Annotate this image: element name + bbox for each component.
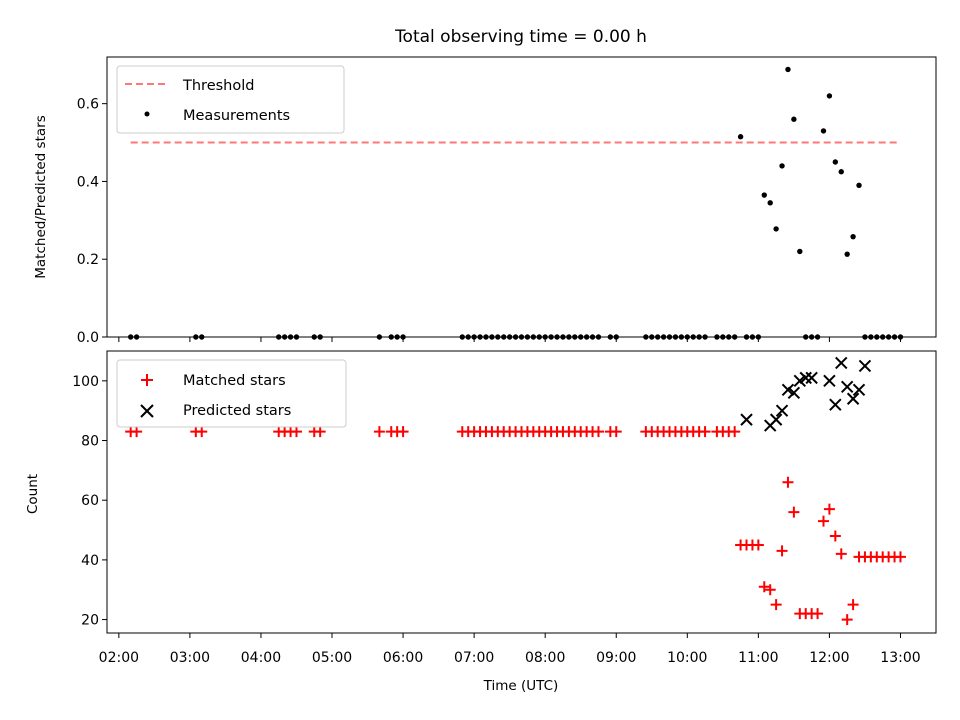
x-tick-label: 02:00 xyxy=(99,650,139,666)
matched-star-marker xyxy=(835,548,847,560)
measurement-point xyxy=(820,128,827,134)
x-tick-label: 08:00 xyxy=(525,650,565,666)
x-tick-label: 11:00 xyxy=(738,650,778,666)
predicted-star-marker xyxy=(840,380,854,394)
legend-predicted-swatch xyxy=(140,404,154,418)
y-tick-label-bottom: 40 xyxy=(81,553,99,569)
legend-bottom: Matched stars Predicted stars xyxy=(116,359,347,428)
matched-star-marker xyxy=(782,476,794,488)
legend-top: Threshold Measurements xyxy=(116,65,345,134)
matched-star-marker xyxy=(397,426,409,438)
measurement-point xyxy=(773,226,779,232)
matched-star-marker xyxy=(131,426,143,438)
y-tick-label-top: 0.2 xyxy=(77,252,99,268)
measurement-point xyxy=(856,182,862,189)
y-tick-label-top: 0.6 xyxy=(77,97,99,113)
x-tick-label: 04:00 xyxy=(241,650,281,666)
legend-measurements-swatch xyxy=(144,111,150,117)
x-tick-label: 06:00 xyxy=(383,650,423,666)
predicted-star-marker xyxy=(775,404,789,417)
matched-star-marker xyxy=(847,599,859,611)
x-tick-label: 03:00 xyxy=(170,650,210,666)
matched-star-marker xyxy=(829,530,841,542)
matched-star-marker xyxy=(592,426,604,438)
predicted-star-marker xyxy=(823,374,836,388)
x-tick-label: 07:00 xyxy=(454,650,494,666)
measurement-point xyxy=(767,200,773,206)
matched-star-marker xyxy=(758,581,770,593)
predicted-star-marker xyxy=(787,386,801,399)
measurement-point xyxy=(797,248,803,255)
axes-frame-bottom xyxy=(106,350,937,634)
matched-star-marker xyxy=(776,545,788,557)
predicted-star-marker xyxy=(846,392,860,405)
axes-frame-top xyxy=(106,56,937,338)
measurement-point xyxy=(737,134,744,140)
y-tick-label-top: 0.4 xyxy=(77,174,99,190)
matched-star-marker xyxy=(894,551,906,563)
measurement-point xyxy=(791,116,797,122)
y-tick-label-bottom: 20 xyxy=(81,613,99,629)
matched-star-marker xyxy=(764,584,776,596)
matched-star-marker xyxy=(699,426,711,438)
predicted-star-marker xyxy=(829,398,842,411)
chart-title: Total observing time = 0.00 h xyxy=(394,27,647,47)
predicted-star-marker xyxy=(852,383,866,397)
measurement-point xyxy=(779,163,785,169)
matched-star-marker xyxy=(314,426,326,438)
predicted-star-marker xyxy=(835,356,848,370)
matched-star-marker xyxy=(788,506,800,518)
legend-matched-swatch xyxy=(141,374,153,386)
matched-star-marker xyxy=(841,614,853,626)
legend-matched-label: Matched stars xyxy=(183,373,286,389)
matched-star-marker xyxy=(817,515,829,527)
y-axis-label-bottom: Count xyxy=(25,474,41,514)
x-tick-label: 05:00 xyxy=(312,650,352,666)
x-tick-label: 10:00 xyxy=(667,650,707,666)
predicted-star-marker xyxy=(805,371,818,385)
matched-star-marker xyxy=(729,426,741,438)
measurement-point xyxy=(838,169,844,175)
matched-star-marker xyxy=(290,426,302,438)
y-tick-label-bottom: 60 xyxy=(81,493,99,509)
matched-star-marker xyxy=(823,503,835,515)
y-tick-label-bottom: 80 xyxy=(81,434,99,450)
x-tick-label: 09:00 xyxy=(596,650,636,666)
measurement-point xyxy=(850,233,856,240)
legend-measurements-label: Measurements xyxy=(183,108,290,124)
measurement-point xyxy=(832,159,839,165)
legend-frame-bottom xyxy=(116,359,347,428)
matched-star-marker xyxy=(812,608,824,620)
y-tick-label-top: 0.0 xyxy=(77,330,99,346)
predicted-star-marker xyxy=(781,383,795,397)
panel-count: Count Time (UTC) 20 40 60 80 100 02:00 03:00 04… xyxy=(25,350,937,694)
y-tick-label-bottom: 100 xyxy=(72,374,99,390)
predicted-star-marker xyxy=(793,374,807,388)
matched-star-marker xyxy=(373,426,385,438)
measurement-point xyxy=(826,93,833,99)
measurement-point xyxy=(761,192,767,198)
x-tick-label: 12:00 xyxy=(809,650,849,666)
measurement-point xyxy=(844,251,850,257)
matched-star-marker xyxy=(196,426,208,438)
predicted-star-marker xyxy=(769,413,783,426)
y-axis-label-top: Matched/Predicted stars xyxy=(33,115,49,278)
legend-frame-top xyxy=(116,65,345,134)
predicted-star-marker xyxy=(858,359,872,373)
legend-threshold-label: Threshold xyxy=(182,78,254,94)
panel-ratio: Total observing time = 0.00 h Matched/Pr… xyxy=(33,27,937,346)
legend-predicted-label: Predicted stars xyxy=(183,403,291,419)
measurement-point xyxy=(785,66,791,73)
x-axis-label: Time (UTC) xyxy=(483,678,559,694)
predicted-star-marker xyxy=(740,413,753,426)
x-tick-label: 13:00 xyxy=(880,650,920,666)
matched-star-marker xyxy=(610,426,622,438)
matched-star-marker xyxy=(770,599,782,611)
matched-star-marker xyxy=(752,539,764,551)
